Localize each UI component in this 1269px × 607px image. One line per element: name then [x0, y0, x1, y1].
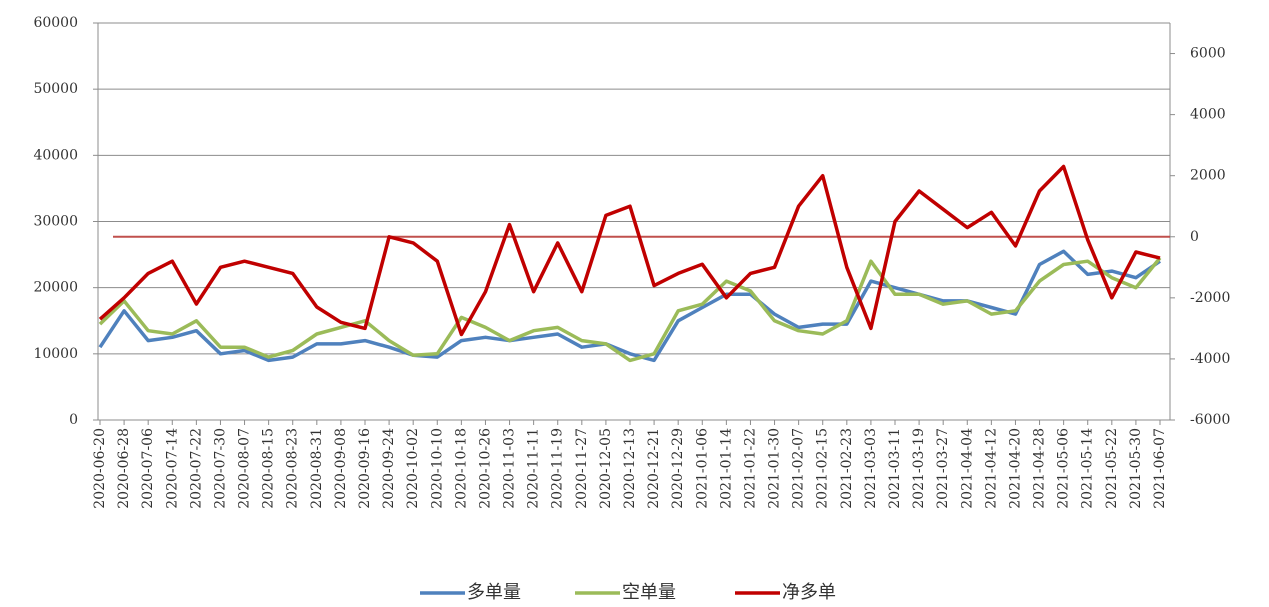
x-tick-label: 2020-11-03 [502, 428, 518, 509]
x-tick-label: 2020-08-07 [237, 428, 253, 509]
x-tick-label: 2020-11-27 [574, 428, 590, 509]
series-line [98, 249, 1161, 363]
x-tick-label: 2020-09-24 [381, 428, 397, 509]
x-tick-label: 2021-04-12 [983, 428, 999, 509]
x-tick-label: 2021-02-23 [839, 428, 855, 509]
x-tick-label: 2021-03-27 [935, 428, 951, 509]
x-tick-label: 2020-10-18 [453, 428, 469, 509]
x-tick-label: 2021-05-22 [1104, 428, 1120, 509]
y2-tick-label: -4000 [1190, 351, 1230, 367]
y-tick-label: 20000 [33, 280, 78, 296]
x-tick-label: 2021-05-14 [1080, 428, 1096, 509]
x-tick-label: 2020-10-26 [477, 428, 493, 509]
x-tick-label: 2021-05-30 [1128, 428, 1144, 509]
x-tick-label: 2020-11-19 [550, 428, 566, 509]
x-tick-label: 2021-03-11 [887, 428, 903, 509]
x-tick-label: 2020-11-11 [526, 428, 542, 509]
y-tick-label: 30000 [33, 214, 78, 230]
y2-tick-label: -6000 [1190, 412, 1230, 428]
x-tick-label: 2021-02-07 [791, 428, 807, 509]
x-tick-label: 2021-04-04 [959, 428, 975, 509]
x-tick-label: 2020-12-29 [670, 428, 686, 509]
y-tick-label: 50000 [33, 81, 78, 97]
y2-tick-label: 4000 [1190, 107, 1226, 123]
x-tick-label: 2020-07-14 [164, 428, 180, 509]
x-tick-label: 2021-03-03 [863, 428, 879, 509]
series-line [98, 164, 1161, 337]
y-tick-label: 0 [69, 412, 78, 428]
x-tick-label: 2020-08-23 [285, 428, 301, 509]
x-tick-label: 2021-06-07 [1152, 428, 1168, 509]
x-tick-label: 2021-01-14 [718, 428, 734, 509]
legend-label: 空单量 [622, 582, 676, 603]
x-tick-label: 2021-01-06 [694, 428, 710, 509]
x-tick-label: 2020-08-31 [309, 428, 325, 509]
y2-tick-label: 2000 [1190, 168, 1226, 184]
x-tick-label: 2020-06-28 [116, 428, 132, 509]
x-tick-label: 2020-09-16 [357, 428, 373, 509]
x-tick-label: 2020-07-06 [140, 428, 156, 509]
x-tick-label: 2020-07-22 [188, 428, 204, 509]
x-tick-label: 2020-12-21 [646, 428, 662, 509]
x-tick-label: 2021-04-20 [1007, 428, 1023, 509]
x-tick-label: 2020-08-15 [261, 428, 277, 509]
legend-label: 净多单 [782, 582, 836, 603]
x-tick-label: 2021-01-22 [742, 428, 758, 509]
y-tick-label: 40000 [33, 147, 78, 163]
x-tick-label: 2021-05-06 [1056, 428, 1072, 509]
x-tick-label: 2020-12-05 [598, 428, 614, 509]
series-line [98, 256, 1162, 363]
x-tick-label: 2021-02-15 [815, 428, 831, 509]
y-tick-label: 10000 [33, 346, 78, 362]
y2-tick-label: 0 [1190, 229, 1199, 245]
x-tick-label: 2021-04-28 [1032, 428, 1048, 509]
x-tick-label: 2020-12-13 [622, 428, 638, 509]
x-tick-label: 2020-06-20 [92, 428, 108, 509]
x-tick-label: 2021-01-30 [767, 428, 783, 509]
x-tick-label: 2020-07-30 [212, 428, 228, 509]
y-tick-label: 60000 [33, 15, 78, 31]
x-tick-label: 2020-09-08 [333, 428, 349, 509]
y2-tick-label: 6000 [1190, 46, 1226, 62]
legend-label: 多单量 [467, 582, 521, 603]
x-tick-label: 2020-10-10 [429, 428, 445, 509]
x-tick-label: 2021-03-19 [911, 428, 927, 509]
y2-tick-label: -2000 [1190, 290, 1230, 306]
x-tick-label: 2020-10-02 [405, 428, 421, 509]
